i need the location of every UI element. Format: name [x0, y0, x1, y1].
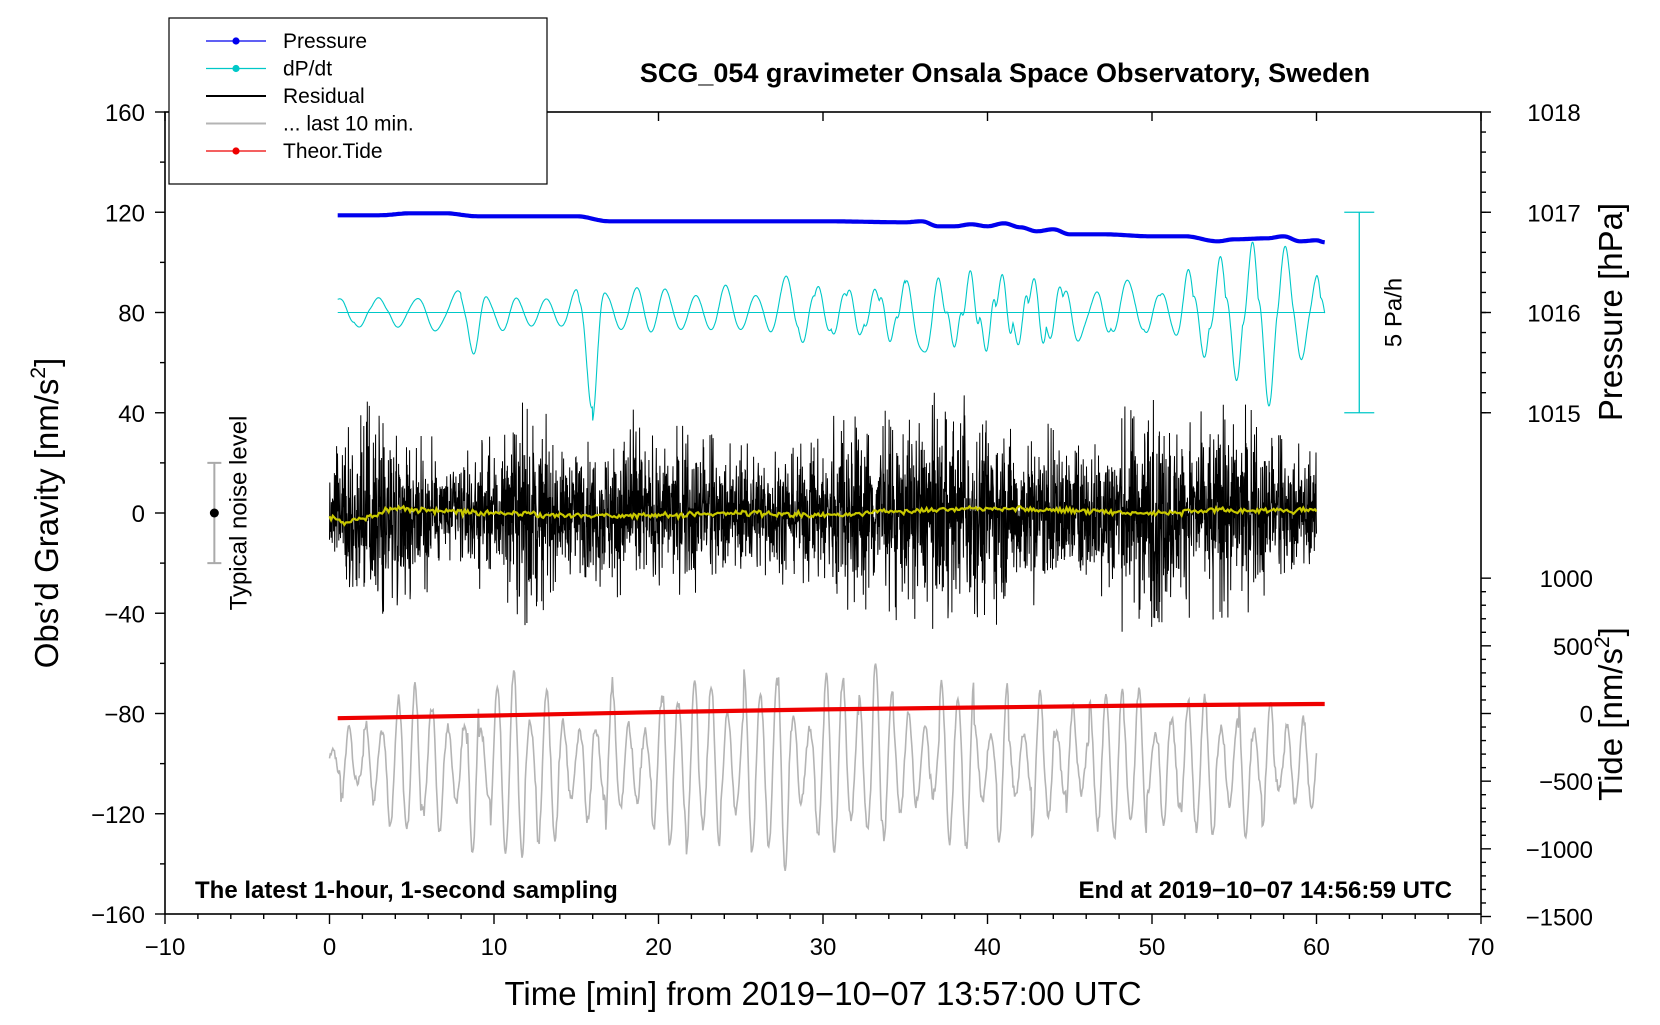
y-tick-label: 160 [105, 100, 145, 127]
legend-label: ... last 10 min. [283, 113, 414, 136]
tide-tick-label: −1000 [1526, 837, 1593, 864]
y-axis-pressure-label: Pressure [hPa] [1592, 203, 1629, 421]
x-tick-label: 40 [974, 934, 1001, 961]
annotations: Typical noise level [207, 416, 252, 611]
y-tick-label: −80 [104, 702, 145, 729]
tide-tick-label: −500 [1539, 769, 1593, 796]
dpdt-line [337, 241, 1326, 421]
x-tick-label: 60 [1303, 934, 1330, 961]
y-axis-tide: −1500 −1000 −500 0 500 1000 [1481, 566, 1593, 932]
y-tick-label: −40 [104, 601, 145, 628]
series-layer: 5 Pa/h [328, 211, 1407, 871]
dpdt-scale-label: 5 Pa/h [1380, 278, 1407, 347]
x-tick-label: 20 [645, 934, 672, 961]
legend-label: Residual [283, 85, 365, 108]
y-tick-label: 120 [105, 200, 145, 227]
tide-tick-label: 1000 [1540, 566, 1593, 593]
y-tick-label: 80 [118, 301, 145, 328]
x-tick-label: 10 [481, 934, 508, 961]
y-axis-tide-label: Tide [nm/s2] [1591, 627, 1629, 801]
tide-tick-label: −1500 [1526, 905, 1593, 932]
x-tick-label: 0 [323, 934, 336, 961]
legend-label: Theor.Tide [283, 140, 383, 163]
legend-label: Pressure [283, 30, 367, 53]
legend-box [168, 17, 548, 185]
annotation-bottom-right: End at 2019−10−07 14:56:59 UTC [1078, 877, 1452, 904]
tide-tick-label: 500 [1553, 634, 1593, 661]
last-10-min-line [328, 663, 1318, 871]
noise-bar-label: Typical noise level [225, 416, 252, 611]
x-tick-label: 70 [1468, 934, 1495, 961]
pressure-line [337, 211, 1325, 245]
x-tick-label: 30 [810, 934, 837, 961]
pressure-tick-label: 1016 [1527, 301, 1580, 328]
y-axis-gravity: −160 −120 −80 −40 0 40 80 120 160 [91, 100, 165, 929]
x-axis-label: Time [min] from 2019−10−07 13:57:00 UTC [504, 975, 1141, 1012]
legend-label: dP/dt [283, 58, 332, 81]
noise-bar-dot [209, 508, 219, 518]
y-axis-gravity-label: Obs’d Gravity [nm/s2] [27, 358, 65, 669]
pressure-tick-label: 1017 [1527, 200, 1580, 227]
residual-line [329, 392, 1317, 632]
legend: Pressure dP/dt Residual ... last 10 min. The… [168, 17, 548, 185]
pressure-tick-label: 1018 [1527, 100, 1580, 127]
tide-tick-label: 0 [1580, 702, 1593, 729]
legend-marker [232, 147, 240, 155]
x-axis: −10 0 10 20 30 40 50 60 70 [145, 112, 1495, 961]
annotation-bottom-left: The latest 1-hour, 1-second sampling [195, 877, 618, 904]
x-tick-label: 50 [1139, 934, 1166, 961]
y-axis-pressure: 1015 1016 1017 1018 [1481, 100, 1581, 428]
y-tick-label: −160 [91, 902, 145, 929]
x-tick-label: −10 [145, 934, 186, 961]
y-tick-label: 0 [132, 501, 145, 528]
smoothed-residual-line [328, 504, 1318, 527]
y-tick-label: 40 [118, 401, 145, 428]
legend-marker [232, 64, 240, 73]
pressure-tick-label: 1015 [1527, 401, 1580, 428]
y-tick-label: −120 [91, 802, 145, 829]
chart-title: SCG_054 gravimeter Onsala Space Observat… [640, 58, 1370, 88]
legend-marker [232, 37, 240, 45]
theor-tide-line [337, 701, 1325, 721]
